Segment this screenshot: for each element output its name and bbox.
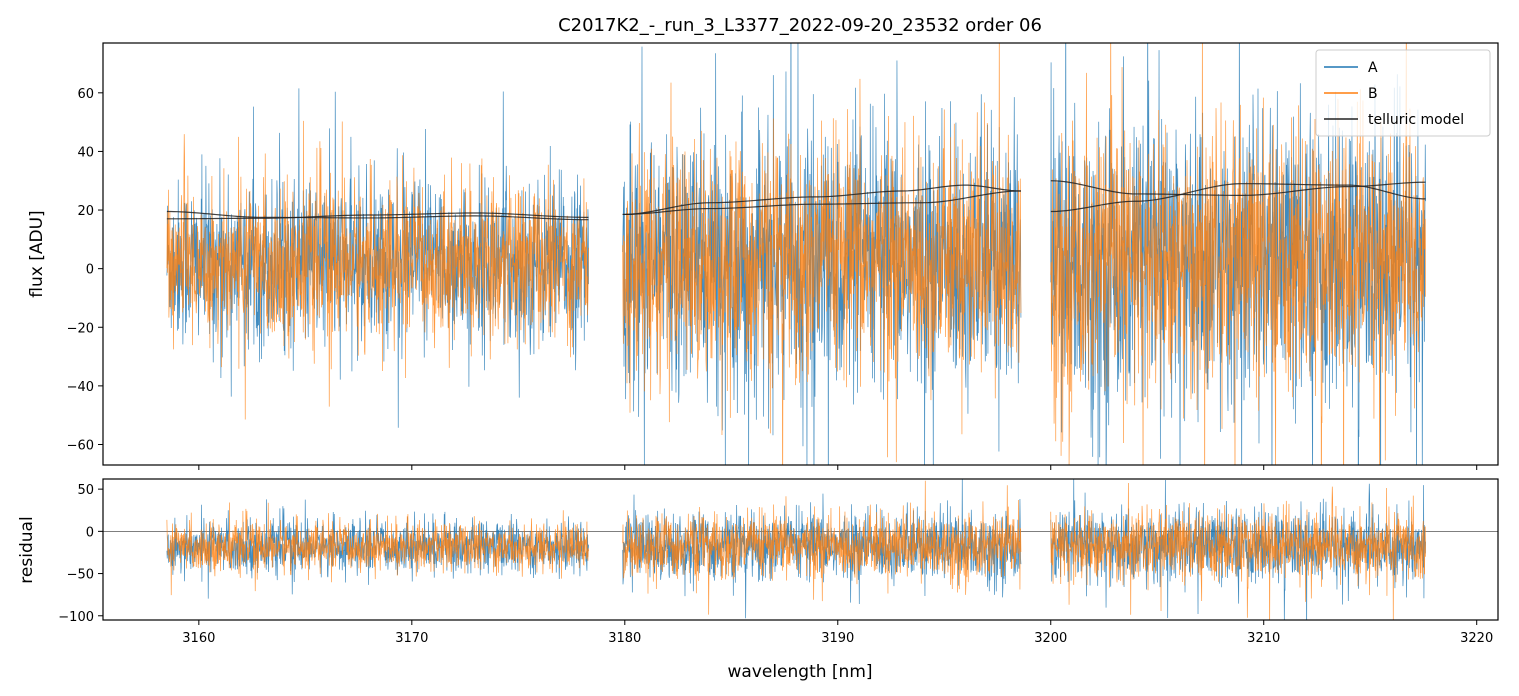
- residual-axes-frame: [102, 478, 1499, 621]
- flux-y-axis: −60 −40 −20 0 20 40 60: [67, 87, 103, 453]
- telluric-model-segment-3-2: [1050, 183, 1426, 213]
- x-axis-label: wavelength [nm]: [727, 662, 872, 682]
- flux-y-label: flux [ADU]: [27, 210, 47, 297]
- y-tick-label: −100: [58, 610, 94, 625]
- series-A-segment-1: [166, 88, 589, 428]
- x-tick-label: 3210: [1247, 631, 1280, 646]
- y-tick-label: −50: [67, 568, 94, 583]
- series-B-segment-3: [1050, 43, 1426, 465]
- x-tick-label: 3190: [821, 631, 854, 646]
- y-tick-label: −60: [67, 438, 94, 453]
- y-tick-label: 0: [86, 525, 94, 540]
- telluric-model-segment-1-2: [166, 212, 589, 220]
- chart-title: C2017K2_-_run_3_L3377_2022-09-20_23532 o…: [558, 15, 1042, 36]
- x-tick-label: 3160: [182, 631, 215, 646]
- x-tick-label: 3200: [1034, 631, 1067, 646]
- flux-x-ticks: [198, 465, 1478, 470]
- x-axis: 3160 3170 3180 3190 3200 3210 3220: [182, 620, 1493, 646]
- series-A-segment-2: [622, 43, 1022, 465]
- legend-label-A: A: [1368, 60, 1378, 76]
- y-tick-label: −20: [67, 321, 94, 336]
- flux-axes-frame: [102, 42, 1499, 466]
- y-tick-label: 40: [77, 145, 94, 160]
- y-tick-label: −40: [67, 380, 94, 395]
- y-tick-label: 20: [77, 204, 94, 219]
- series-B-segment-1: [166, 120, 589, 420]
- flux-plot-area: [166, 43, 1426, 465]
- legend-box: [1315, 49, 1491, 137]
- residual-y-label: residual: [17, 516, 37, 583]
- series-B-segment-1: [166, 502, 589, 596]
- series-B-segment-2: [622, 480, 1022, 615]
- legend-label-B: B: [1368, 86, 1378, 102]
- y-tick-label: 0: [86, 263, 94, 278]
- x-tick-label: 3220: [1460, 631, 1493, 646]
- residual-plot-area: [103, 479, 1498, 620]
- x-tick-label: 3170: [395, 631, 428, 646]
- series-B-segment-2: [622, 43, 1022, 465]
- y-tick-label: 50: [77, 483, 94, 498]
- x-tick-label: 3180: [608, 631, 641, 646]
- residual-y-axis: −100 −50 0 50: [58, 483, 103, 625]
- telluric-model-segment-2-1: [622, 184, 1021, 216]
- telluric-model-segment-1-1: [166, 210, 589, 221]
- legend-label-model: telluric model: [1368, 112, 1464, 128]
- telluric-model-segment-2-2: [622, 190, 1021, 216]
- y-tick-label: 60: [77, 87, 94, 102]
- series-B-segment-3: [1050, 483, 1426, 620]
